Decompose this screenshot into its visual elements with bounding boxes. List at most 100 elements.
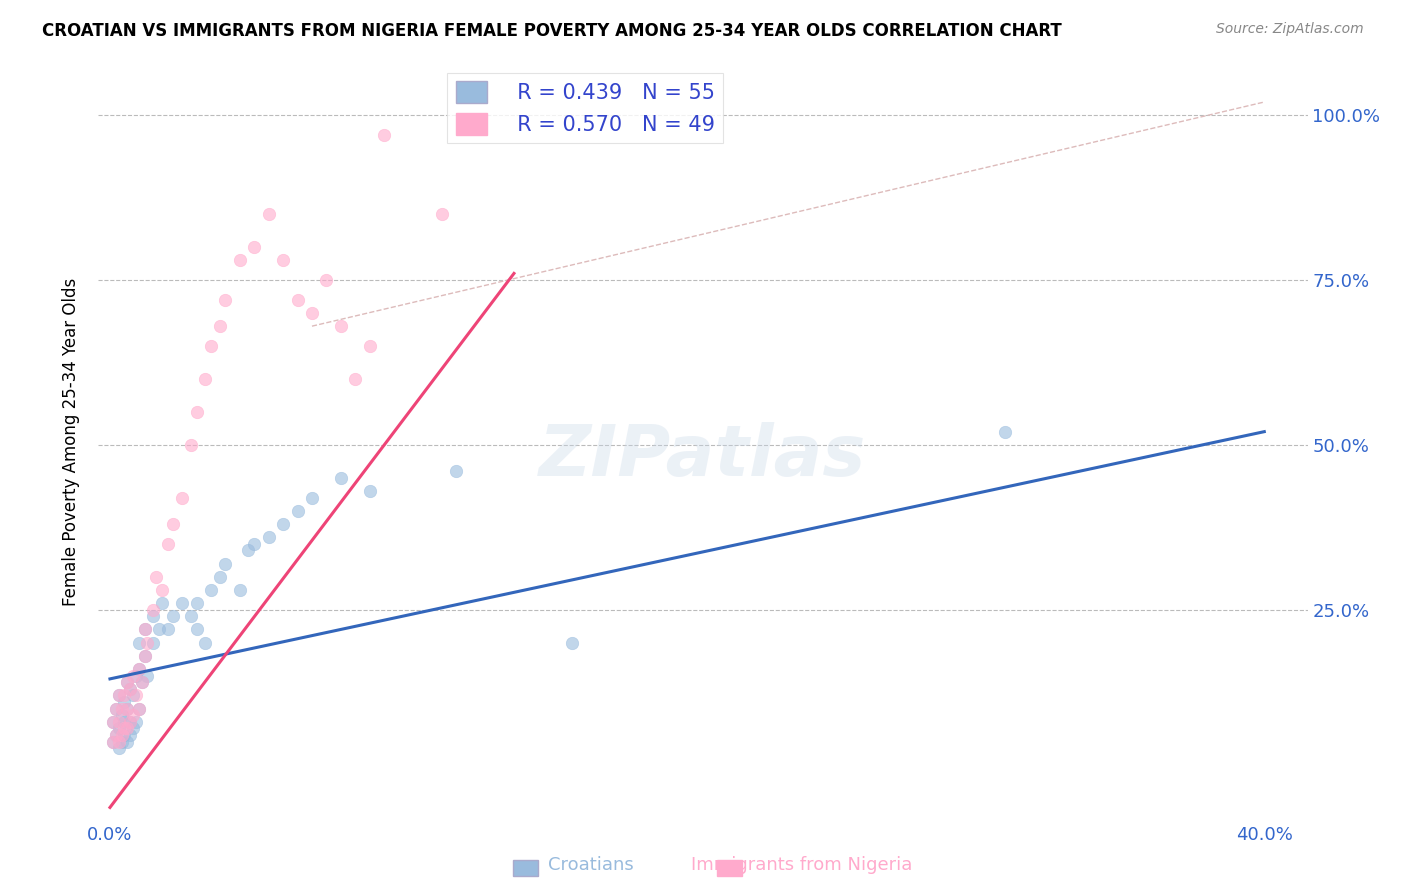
Point bbox=[112, 714, 135, 729]
Point bbox=[359, 339, 381, 353]
Point bbox=[200, 339, 222, 353]
Point bbox=[128, 701, 150, 715]
Point bbox=[136, 668, 159, 682]
Point bbox=[122, 722, 145, 736]
Point bbox=[315, 273, 337, 287]
Point bbox=[128, 662, 150, 676]
Point bbox=[125, 689, 148, 703]
Point bbox=[117, 675, 139, 690]
Point bbox=[122, 708, 145, 723]
Point bbox=[186, 405, 208, 419]
Point bbox=[156, 537, 179, 551]
Point bbox=[110, 701, 132, 715]
Point bbox=[134, 623, 156, 637]
Point bbox=[172, 491, 194, 505]
Point bbox=[110, 708, 132, 723]
Point bbox=[112, 728, 135, 742]
Point bbox=[107, 689, 129, 703]
Point bbox=[373, 128, 395, 142]
Point bbox=[359, 483, 381, 498]
Point bbox=[142, 609, 165, 624]
Point bbox=[120, 681, 142, 696]
Point bbox=[117, 675, 139, 690]
Point bbox=[208, 319, 231, 334]
Point bbox=[104, 728, 127, 742]
Point bbox=[112, 689, 135, 703]
Y-axis label: Female Poverty Among 25-34 Year Olds: Female Poverty Among 25-34 Year Olds bbox=[62, 277, 80, 606]
Point bbox=[101, 714, 124, 729]
Point bbox=[101, 734, 124, 748]
Point bbox=[150, 582, 173, 597]
Point bbox=[150, 596, 173, 610]
Text: CROATIAN VS IMMIGRANTS FROM NIGERIA FEMALE POVERTY AMONG 25-34 YEAR OLDS CORRELA: CROATIAN VS IMMIGRANTS FROM NIGERIA FEMA… bbox=[42, 22, 1062, 40]
Text: Croatians: Croatians bbox=[548, 855, 633, 873]
Point bbox=[117, 701, 139, 715]
Point bbox=[214, 557, 236, 571]
Point bbox=[287, 504, 309, 518]
Point bbox=[104, 728, 127, 742]
Point bbox=[142, 635, 165, 649]
Point bbox=[148, 623, 170, 637]
Point bbox=[112, 722, 135, 736]
Point bbox=[104, 701, 127, 715]
Text: ZIPatlas: ZIPatlas bbox=[540, 422, 866, 491]
Point bbox=[194, 372, 217, 386]
Point bbox=[131, 675, 153, 690]
Point bbox=[128, 662, 150, 676]
Text: Immigrants from Nigeria: Immigrants from Nigeria bbox=[690, 855, 912, 873]
Point bbox=[243, 537, 266, 551]
Point bbox=[162, 609, 184, 624]
Point bbox=[344, 372, 367, 386]
Point bbox=[112, 695, 135, 709]
Point bbox=[107, 689, 129, 703]
Point bbox=[238, 543, 260, 558]
Point bbox=[287, 293, 309, 307]
Point bbox=[301, 306, 323, 320]
Point bbox=[172, 596, 194, 610]
Point bbox=[186, 623, 208, 637]
Point bbox=[229, 582, 252, 597]
Point bbox=[134, 648, 156, 663]
Point bbox=[134, 648, 156, 663]
Point bbox=[122, 668, 145, 682]
Point bbox=[446, 464, 468, 478]
Point bbox=[125, 714, 148, 729]
Point bbox=[120, 714, 142, 729]
Point bbox=[162, 516, 184, 531]
Point bbox=[180, 609, 202, 624]
Point bbox=[136, 635, 159, 649]
Point bbox=[186, 596, 208, 610]
Point bbox=[110, 728, 132, 742]
Point bbox=[180, 438, 202, 452]
Point bbox=[430, 207, 453, 221]
Point bbox=[128, 635, 150, 649]
Point bbox=[329, 319, 352, 334]
Point bbox=[194, 635, 217, 649]
Point bbox=[107, 741, 129, 756]
Point bbox=[561, 635, 583, 649]
Point bbox=[156, 623, 179, 637]
Point bbox=[120, 714, 142, 729]
Point bbox=[200, 582, 222, 597]
Point bbox=[243, 240, 266, 254]
Point bbox=[301, 491, 323, 505]
Point bbox=[117, 701, 139, 715]
Point bbox=[117, 722, 139, 736]
Legend:   R = 0.439   N = 55,   R = 0.570   N = 49: R = 0.439 N = 55, R = 0.570 N = 49 bbox=[447, 73, 723, 144]
Point bbox=[101, 714, 124, 729]
Point bbox=[271, 253, 294, 268]
Point bbox=[107, 722, 129, 736]
Point bbox=[993, 425, 1015, 439]
Point bbox=[128, 701, 150, 715]
Point bbox=[329, 471, 352, 485]
Point bbox=[257, 207, 280, 221]
Point bbox=[142, 602, 165, 616]
Point bbox=[208, 570, 231, 584]
Point bbox=[145, 570, 167, 584]
Point bbox=[101, 734, 124, 748]
Point bbox=[120, 728, 142, 742]
Point bbox=[107, 734, 129, 748]
Point bbox=[214, 293, 236, 307]
Point bbox=[125, 668, 148, 682]
Point bbox=[107, 714, 129, 729]
